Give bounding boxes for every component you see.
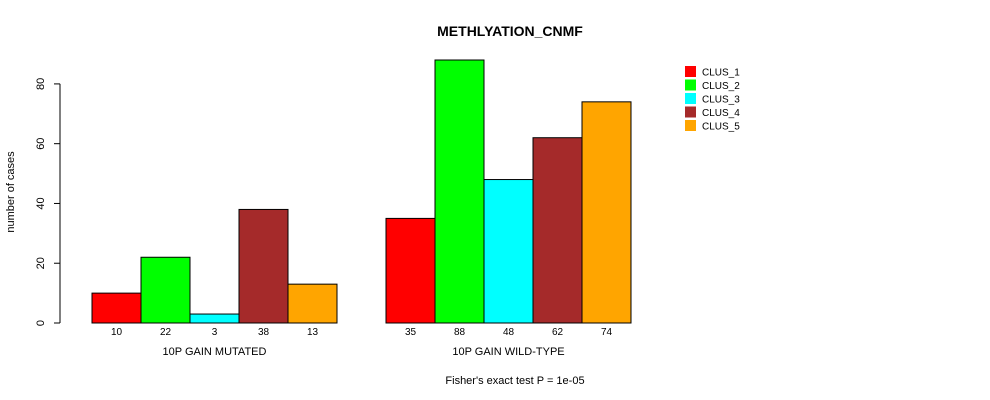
y-tick-label: 40 — [35, 197, 47, 209]
bar-clus-5 — [287, 283, 338, 324]
bar-value-label: 22 — [160, 327, 172, 338]
bar-clus-1 — [91, 292, 142, 324]
legend-label: CLUS_4 — [702, 108, 740, 119]
bar-clus-2 — [140, 256, 191, 324]
y-axis: 0 20 40 60 80 — [35, 78, 61, 326]
bar-value-label: 48 — [503, 327, 515, 338]
group-label: 10P GAIN MUTATED — [163, 346, 267, 358]
legend-label: CLUS_2 — [702, 81, 740, 92]
group-label: 10P GAIN WILD-TYPE — [452, 346, 564, 358]
y-tick-label: 80 — [35, 78, 47, 90]
bar-value-label: 3 — [212, 327, 218, 338]
y-tick-label: 0 — [35, 320, 47, 326]
legend-swatch — [685, 66, 696, 77]
chart-title: METHLYATION_CNMF — [437, 23, 583, 39]
y-tick-label: 60 — [35, 138, 47, 150]
legend-swatch — [685, 120, 696, 131]
legend-label: CLUS_1 — [702, 68, 740, 79]
bar-value-labels: 10 22 3 38 13 35 88 48 62 74 — [111, 327, 613, 338]
legend-label: CLUS_3 — [702, 95, 740, 106]
bar-value-label: 88 — [454, 327, 466, 338]
y-tick-label: 20 — [35, 257, 47, 269]
bar-value-label: 74 — [601, 327, 613, 338]
group-labels: 10P GAIN MUTATED 10P GAIN WILD-TYPE — [163, 346, 565, 358]
y-axis-label: number of cases — [5, 151, 17, 233]
legend-label: CLUS_5 — [702, 122, 740, 133]
legend-swatch — [685, 79, 696, 91]
bar-value-label: 10 — [111, 327, 123, 338]
bars — [91, 59, 632, 324]
bar-clus-3 — [189, 313, 240, 324]
legend-swatch — [685, 93, 696, 104]
fisher-test-footer: Fisher's exact test P = 1e-05 — [445, 375, 584, 387]
bar-clus-4 — [532, 137, 583, 324]
bar-clus-1 — [385, 217, 436, 324]
bar-clus-4 — [238, 208, 289, 324]
legend: CLUS_1 CLUS_2 CLUS_3 CLUS_4 CLUS_5 — [685, 66, 740, 133]
legend-swatch — [685, 106, 696, 118]
bar-clus-5 — [581, 101, 632, 324]
bar-value-label: 13 — [307, 327, 319, 338]
bar-clus-2 — [434, 59, 485, 324]
bar-value-label: 38 — [258, 327, 270, 338]
bar-value-label: 62 — [552, 327, 564, 338]
bar-clus-3 — [483, 179, 534, 324]
bar-value-label: 35 — [405, 327, 417, 338]
